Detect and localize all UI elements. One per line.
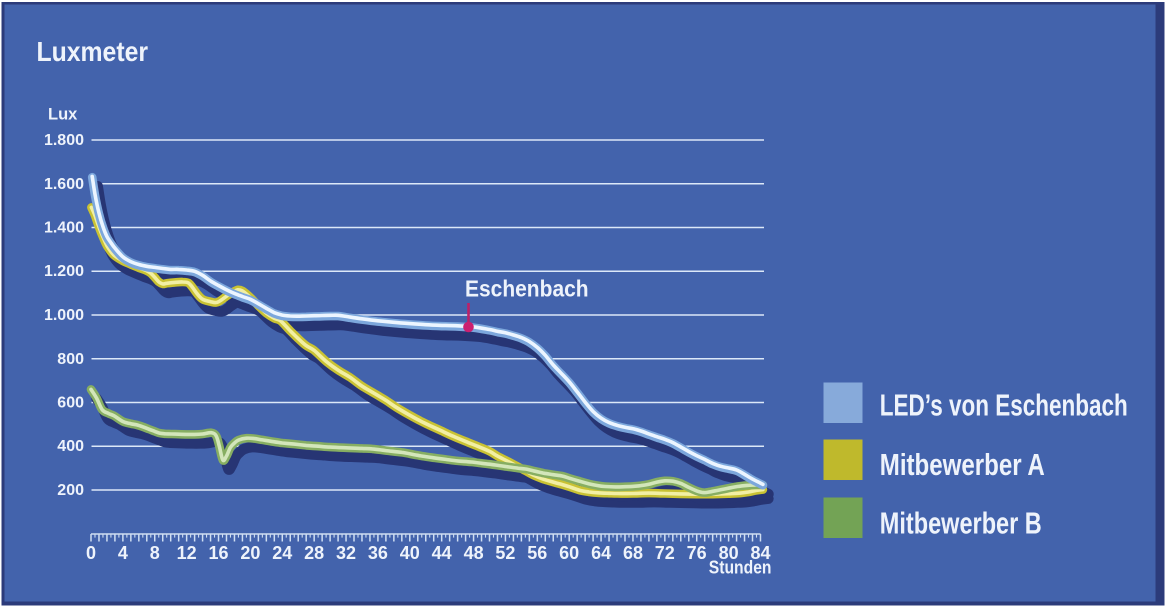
svg-text:68: 68 — [623, 543, 643, 563]
svg-text:Luxmeter: Luxmeter — [37, 36, 149, 67]
svg-text:1.000: 1.000 — [44, 307, 84, 324]
svg-text:64: 64 — [591, 543, 611, 563]
svg-text:60: 60 — [559, 543, 579, 563]
svg-text:200: 200 — [57, 482, 84, 499]
svg-text:48: 48 — [464, 543, 484, 563]
svg-text:12: 12 — [177, 543, 197, 563]
svg-text:800: 800 — [57, 351, 84, 368]
svg-text:1.200: 1.200 — [44, 263, 84, 280]
svg-text:76: 76 — [687, 543, 707, 563]
svg-text:0: 0 — [86, 543, 96, 563]
svg-text:20: 20 — [240, 543, 260, 563]
svg-text:28: 28 — [304, 543, 324, 563]
svg-text:1.600: 1.600 — [44, 176, 84, 193]
svg-text:400: 400 — [57, 438, 84, 455]
svg-text:32: 32 — [336, 543, 356, 563]
svg-text:40: 40 — [400, 543, 420, 563]
svg-text:56: 56 — [527, 543, 547, 563]
svg-text:Eschenbach: Eschenbach — [465, 276, 589, 302]
svg-text:4: 4 — [118, 543, 128, 563]
svg-text:1.400: 1.400 — [44, 220, 84, 237]
svg-text:600: 600 — [57, 395, 84, 412]
svg-text:Mitbewerber B: Mitbewerber B — [880, 506, 1042, 541]
svg-text:44: 44 — [432, 543, 452, 563]
svg-text:16: 16 — [208, 543, 228, 563]
svg-text:52: 52 — [495, 543, 515, 563]
svg-text:LED’s von Eschenbach: LED’s von Eschenbach — [880, 387, 1128, 422]
svg-text:1.800: 1.800 — [44, 132, 84, 149]
svg-text:24: 24 — [272, 543, 292, 563]
svg-text:72: 72 — [655, 543, 675, 563]
svg-text:84: 84 — [750, 543, 770, 563]
svg-text:80: 80 — [719, 543, 739, 563]
svg-text:Mitbewerber A: Mitbewerber A — [880, 447, 1045, 482]
svg-text:Lux: Lux — [48, 106, 78, 124]
svg-text:8: 8 — [150, 543, 160, 563]
svg-text:Stunden: Stunden — [709, 558, 772, 578]
svg-text:36: 36 — [368, 543, 388, 563]
